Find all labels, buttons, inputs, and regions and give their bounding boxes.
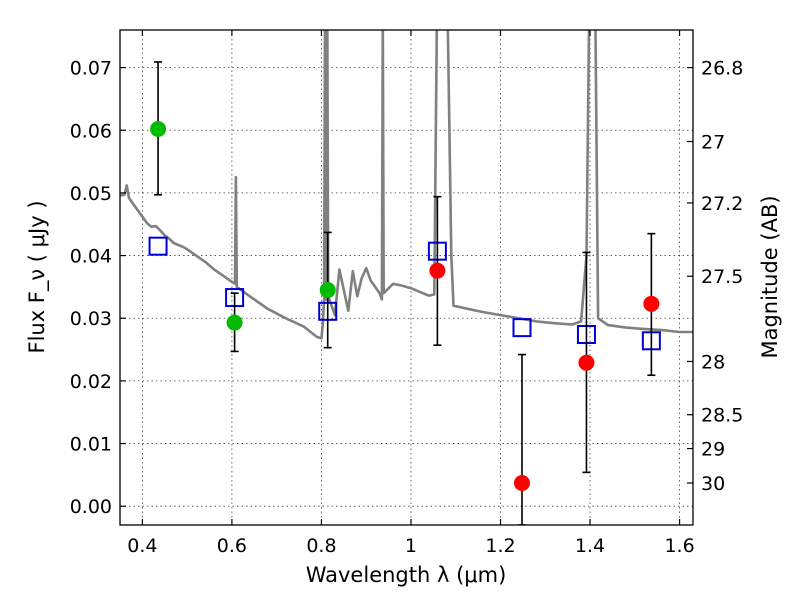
y-tick-label: 0.07 [70,58,112,80]
right-tick-label: 27 [701,132,725,154]
flux-point [319,282,336,299]
flux-point [578,354,595,371]
axis-labels: 0.4 0.6 0.8 1 1.2 1.4 1.6 0.00 0.01 0.02 0.03 0.04 0… [70,58,744,557]
flux-point [226,314,243,331]
y-tick-label: 0.00 [70,496,112,518]
flux-point [643,295,660,312]
right-tick-label: 28.5 [701,405,743,427]
right-axis-title: Magnitude (AB) [758,195,782,358]
x-tick-label: 0.8 [306,535,336,557]
right-tick-label: 28 [701,351,725,373]
right-tick-label: 26.8 [701,58,743,80]
axis-ticks [120,30,693,525]
y-tick-label: 0.01 [70,434,112,456]
right-tick-label: 27.5 [701,266,743,288]
model-flux-square [512,318,532,338]
x-tick-label: 1.2 [485,535,515,557]
flux-point [513,475,530,492]
flux-point [150,121,167,137]
y-axis-title: Flux F_ν ( μJy ) [25,200,50,353]
plot-frame [119,29,694,526]
y-tick-label: 0.03 [70,308,112,330]
y-tick-label: 0.04 [70,246,112,268]
plot-area [120,30,693,525]
x-tick-label: 1.6 [664,535,694,557]
model-flux-square [148,236,168,256]
right-tick-label: 27.2 [701,193,743,215]
flux-point [429,262,446,279]
grid-lines [120,30,693,525]
right-tick-label: 30 [701,473,725,495]
x-tick-label: 0.6 [217,535,247,557]
x-tick-label: 1 [405,535,417,557]
y-tick-label: 0.02 [70,371,112,393]
x-tick-label: 0.4 [127,535,157,557]
x-tick-label: 1.4 [575,535,605,557]
right-tick-label: 29 [701,439,725,461]
model-spectrum-line [120,30,693,340]
y-tick-label: 0.06 [70,120,112,142]
y-tick-label: 0.05 [70,183,112,205]
x-axis-title: Wavelength λ (μm) [306,563,507,587]
